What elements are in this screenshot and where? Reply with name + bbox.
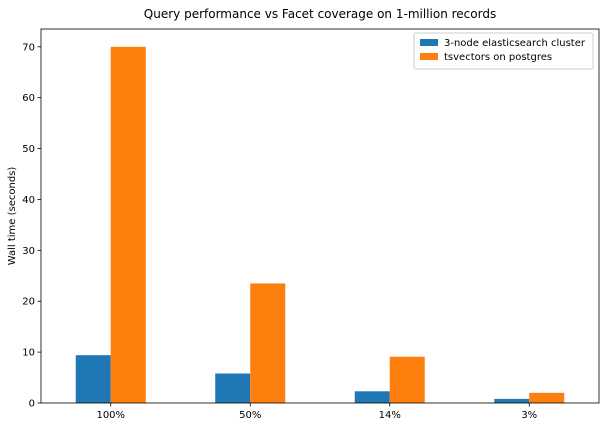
legend-label: tsvectors on postgres bbox=[444, 52, 552, 63]
y-tick-label: 0 bbox=[29, 399, 35, 410]
y-axis-label: Wall time (seconds) bbox=[7, 167, 18, 266]
legend-swatch bbox=[420, 39, 438, 46]
bar-postgres-50pct bbox=[250, 283, 286, 403]
bar-elasticsearch-50pct bbox=[215, 373, 251, 403]
legend: 3-node elasticsearch cluster tsvectors on… bbox=[413, 32, 594, 70]
y-tick-label: 60 bbox=[22, 93, 35, 104]
legend-label: 3-node elasticsearch cluster bbox=[444, 38, 586, 49]
y-tick-label: 50 bbox=[22, 144, 35, 155]
chart-title: Query performance vs Facet coverage on 1… bbox=[144, 7, 496, 21]
bar-postgres-14pct bbox=[389, 356, 425, 403]
bar-postgres-3pct bbox=[529, 392, 565, 403]
bar-elasticsearch-14pct bbox=[354, 391, 390, 403]
x-tick-label: 14% bbox=[379, 410, 401, 421]
x-tick-label: 50% bbox=[239, 410, 261, 421]
bar-postgres-100pct bbox=[110, 46, 146, 404]
x-axis-ticks: 100% 50% 14% 3% bbox=[96, 403, 537, 421]
y-tick-label: 10 bbox=[22, 348, 35, 359]
bar-elasticsearch-100pct bbox=[75, 355, 111, 403]
x-tick-label: 3% bbox=[521, 410, 537, 421]
x-tick-label: 100% bbox=[96, 410, 125, 421]
bars-group bbox=[75, 46, 565, 404]
y-axis-ticks: 0 10 20 30 40 50 60 70 bbox=[22, 42, 41, 410]
bar-elasticsearch-3pct bbox=[494, 398, 530, 403]
y-tick-label: 30 bbox=[22, 246, 35, 257]
y-tick-label: 20 bbox=[22, 297, 35, 308]
legend-swatch bbox=[420, 53, 438, 60]
legend-box bbox=[413, 32, 594, 70]
y-tick-label: 70 bbox=[22, 42, 35, 53]
y-tick-label: 40 bbox=[22, 195, 35, 206]
plot-frame bbox=[40, 28, 600, 404]
